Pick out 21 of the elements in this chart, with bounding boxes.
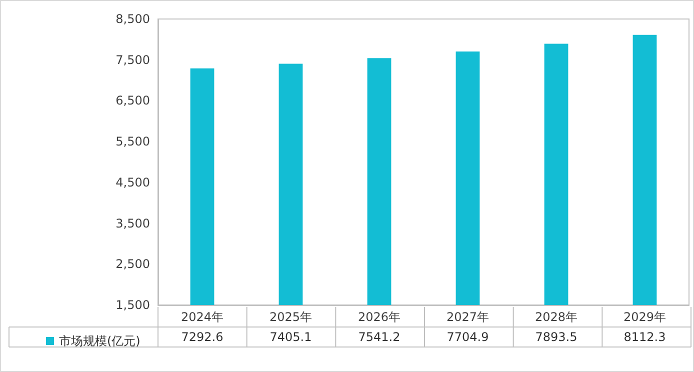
- x-tick-label: 2026年: [358, 310, 401, 324]
- x-tick-label: 2027年: [446, 310, 490, 324]
- data-label: 7541.2: [358, 330, 400, 344]
- x-tick-label: 2029年: [623, 310, 666, 324]
- y-tick-label: 3,500: [116, 216, 150, 230]
- data-label: 8112.3: [624, 330, 666, 344]
- data-label: 7893.5: [535, 330, 578, 344]
- y-tick-label: 4,500: [116, 175, 150, 190]
- x-tick-label: 2025年: [269, 310, 312, 324]
- y-tick-label: 6,500: [116, 94, 150, 108]
- data-label: 7405.1: [270, 330, 312, 344]
- y-tick-label: 1,500: [116, 298, 150, 312]
- y-tick-label: 7,500: [116, 52, 150, 67]
- data-label: 7292.6: [181, 330, 224, 344]
- legend-label: 市场规模(亿元): [59, 334, 140, 348]
- x-tick-label: 2024年: [180, 310, 224, 324]
- y-tick-label: 5,500: [116, 134, 150, 149]
- data-label: 7704.9: [446, 330, 489, 344]
- x-tick-label: 2028年: [534, 310, 578, 324]
- y-tick-label: 8,500: [116, 12, 150, 26]
- y-tick-label: 2,500: [116, 257, 150, 272]
